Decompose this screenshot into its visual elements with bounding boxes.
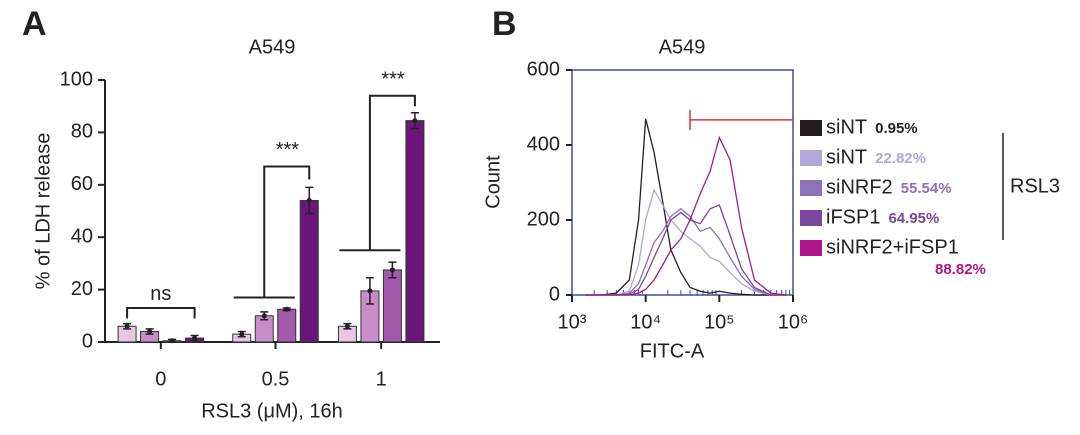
y-tick-label: 200 [527,208,560,230]
x-tick-label: 10⁶ [778,311,808,333]
data-dot [367,288,373,294]
data-dot [124,323,130,329]
legend-percent: 55.54% [901,180,952,197]
chart-title: A549 [249,36,296,58]
data-dot [239,331,245,337]
y-tick-label: 80 [71,121,93,143]
legend-label: siNT [826,146,867,168]
chart-title: A549 [659,36,706,58]
y-tick-label: 600 [527,58,560,80]
data-dot [192,335,198,341]
data-dot [284,306,290,312]
legend-swatch [800,120,822,136]
x-tick-label: 1 [376,368,387,390]
legend-swatch [800,180,822,196]
bar [382,269,402,343]
y-tick-label: 60 [71,173,93,195]
legend-swatch [800,150,822,166]
histogram-line [584,204,786,296]
bar [299,200,319,343]
bracket [233,165,311,299]
y-tick-label: 40 [71,225,93,247]
x-tick-label: 10³ [558,311,587,333]
legend-label: siNT [826,116,867,138]
data-dot [412,118,418,124]
annotation: ns [150,283,171,305]
x-axis-label: FITC-A [640,340,705,362]
x-tick-label: 0.5 [262,368,290,390]
legend-percent: 64.95% [888,210,939,227]
plot-frame [571,69,794,296]
data-dot [306,198,312,204]
y-tick-label: 0 [549,283,560,305]
legend-swatch [800,210,822,226]
y-tick-label: 0 [82,330,93,352]
data-dot [389,267,395,273]
histogram-line [584,207,786,296]
histogram-line [584,118,786,296]
bracket [339,94,416,252]
y-axis-label: Count [482,155,504,209]
data-dot [261,313,267,319]
data-dot [344,323,350,329]
legend-swatch [800,240,822,256]
y-tick-label: 400 [527,133,560,155]
panel-label: A [22,5,47,43]
x-tick-label: 10⁴ [630,311,661,333]
data-dot [147,329,153,335]
bar [277,308,297,343]
legend-label: siNRF2+iFSP1 [826,236,959,258]
annotation: *** [381,68,405,90]
x-tick-label: 10⁵ [704,311,735,333]
x-axis-label: RSL3 (μM), 16h [201,400,343,422]
bracket [126,306,196,319]
data-dot [169,338,175,344]
histogram-line [584,188,786,296]
histogram-line [584,135,786,296]
panel-label: B [492,5,517,43]
y-axis-label: % of LDH release [32,133,54,290]
legend-percent: 88.82% [935,261,986,278]
bar [405,120,425,343]
annotation: *** [276,139,300,161]
y-tick-label: 100 [60,68,93,90]
x-tick-label: 0 [155,368,166,390]
y-tick-label: 20 [71,278,93,300]
group-label: RSL3 [1010,175,1060,197]
legend-percent: 22.82% [875,150,926,167]
legend-label: siNRF2 [826,176,893,198]
gate [689,109,793,130]
legend-percent: 0.95% [875,120,918,137]
legend-label: iFSP1 [826,206,880,228]
